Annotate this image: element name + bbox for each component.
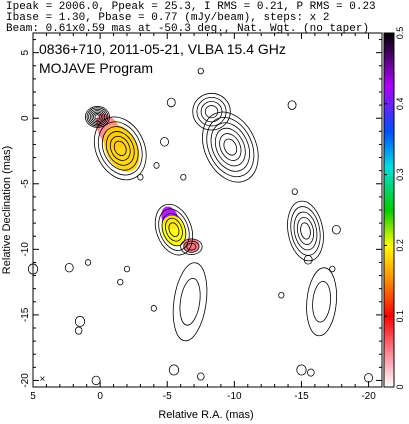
colorbar-ticks: 0 0.1 0.2 0.3 0.4 0.5 (384, 27, 405, 390)
replica-contour-2-level-4 (300, 222, 311, 240)
y-tick-label-5: -20 (20, 373, 31, 388)
contour-0-level-1 (86, 107, 109, 127)
replica-contour-1-level-3 (214, 127, 246, 167)
x-tick-label-2: -5 (163, 391, 172, 402)
replica-contour-0-level-1 (196, 96, 227, 127)
noise-island-20 (307, 368, 315, 377)
stokes-i-contours (84, 106, 208, 342)
noise-island-25 (150, 305, 157, 312)
x-tick-label-0: 5 (30, 391, 36, 402)
colorbar-tick-label-0: 0 (395, 384, 405, 389)
contour-1-level-1 (97, 121, 143, 176)
x-tick-label-4: -15 (294, 391, 309, 402)
noise-island-4 (197, 67, 204, 75)
contour-2-level-4 (168, 222, 180, 237)
contour-2-level-3 (165, 217, 183, 242)
noise-island-9 (329, 265, 336, 273)
axis-ticks: 5 0 -5 -10 -15 -20 5 0 -5 -10 -15 -20 (20, 33, 383, 402)
replica-contour-3-level-0 (306, 267, 338, 337)
noise-island-15 (84, 259, 92, 266)
noise-island-10 (278, 291, 285, 299)
noise-island-0 (166, 97, 176, 108)
contour-1-level-3 (105, 131, 135, 166)
contour-1-level-2 (101, 126, 139, 171)
replica-contour-2-level-2 (293, 211, 318, 251)
noise-island-3 (180, 173, 187, 181)
contour-3-level-2 (186, 242, 197, 251)
replica-contour-0-level-3 (204, 105, 219, 119)
replica-contour-2-level-1 (290, 206, 321, 256)
y-tick-label-4: -15 (20, 307, 31, 322)
header-line-2: Ibase = 1.30, Pbase = 0.77 (mJy/beam), s… (6, 12, 329, 24)
x-axis-label: Relative R.A. (mas) (158, 409, 253, 421)
noise-island-19 (296, 364, 307, 376)
header-line-3: Beam: 0.61x0.59 mas at -50.3 deg., Nat. … (6, 23, 369, 35)
contour-2-level-0 (154, 203, 194, 256)
beam-symbol: × (39, 374, 45, 385)
noise-island-5 (287, 100, 297, 110)
contour-0-level-3 (89, 110, 106, 124)
replica-contour-1-level-1 (206, 117, 255, 178)
colorbar-tick-label-4: 0.4 (395, 98, 405, 111)
noise-island-1 (160, 137, 169, 147)
beam-marker: × (39, 374, 45, 385)
noise-island-8 (331, 224, 341, 235)
replica-contour-3-level-1 (312, 280, 331, 323)
contour-0-level-6 (94, 114, 101, 120)
colorbar-tick-label-2: 0.2 (395, 239, 405, 252)
replica-contour-1-level-0 (202, 111, 259, 183)
noise-island-16 (74, 326, 83, 335)
replica-contour-2-level-3 (296, 217, 315, 245)
noise-island-6 (291, 188, 298, 195)
noise-island-12 (123, 265, 131, 273)
replica-contour-2-level-0 (287, 200, 324, 262)
noise-island-2 (153, 162, 160, 169)
contour-1-level-4 (109, 135, 131, 161)
contour-0-level-4 (91, 111, 104, 123)
contour-0-level-5 (93, 113, 102, 121)
noise-island-24 (137, 173, 144, 181)
noise-island-21 (91, 375, 101, 386)
contour-1-level-0 (93, 116, 147, 181)
y-tick-label-3: -10 (20, 242, 31, 257)
y-tick-label-1: 0 (20, 115, 31, 121)
pol-patch-3 (161, 215, 187, 247)
plot-frame (32, 32, 383, 388)
noise-contours (27, 67, 374, 386)
contour-3-level-0 (180, 238, 203, 255)
colorbar (383, 32, 395, 388)
noise-island-17 (168, 364, 180, 376)
colorbar-tick-label-1: 0.1 (395, 310, 405, 323)
contour-3-level-1 (183, 240, 200, 253)
contour-0-level-2 (88, 108, 107, 126)
x-tick-label-5: -20 (361, 391, 376, 402)
replica-contour-1-level-2 (210, 122, 250, 172)
replica-contour-1-level-4 (219, 133, 242, 161)
x-tick-label-3: -10 (227, 391, 242, 402)
x-tick-label-1: 0 (97, 391, 103, 402)
plot-title: 0836+710, 2011-05-21, VLBA 15.4 GHz (39, 41, 286, 57)
stokes-i-contours-replica (192, 92, 338, 337)
contour-2-level-2 (161, 213, 187, 247)
y-tick-label-0: 5 (20, 49, 31, 55)
contour-4-level-0 (172, 262, 208, 342)
y-tick-label-2: -5 (20, 179, 31, 188)
noise-island-18 (197, 372, 205, 381)
y-axis-label: Relative Declination (mas) (1, 146, 13, 274)
replica-contour-1-level-5 (223, 138, 238, 156)
replica-contour-0-level-0 (192, 92, 231, 131)
colorbar-tick-label-3: 0.3 (395, 168, 405, 181)
colorbar-tick-label-5: 0.5 (395, 27, 405, 40)
contour-4-level-1 (179, 277, 201, 326)
header-line-1: Ipeak = 2006.0, Ppeak = 25.3, I RMS = 0.… (6, 1, 376, 13)
noise-island-11 (64, 262, 74, 273)
contour-1-level-5 (113, 140, 127, 157)
plot-subtitle: MOJAVE Program (39, 60, 153, 76)
noise-island-13 (117, 278, 124, 286)
noise-island-23 (27, 263, 39, 275)
noise-island-14 (74, 315, 86, 327)
